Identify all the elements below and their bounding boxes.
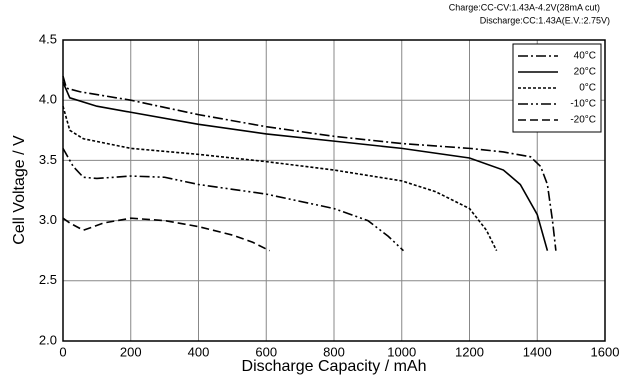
y-tick-label: 4.0 [39, 92, 57, 107]
x-axis-label: Discharge Capacity / mAh [242, 358, 427, 375]
legend-label: 0°C [579, 83, 596, 94]
series-line [62, 106, 498, 252]
x-tick-label: 800 [323, 344, 345, 359]
legend-label: -10°C [570, 99, 596, 110]
x-tick-label: 1600 [591, 344, 620, 359]
series-line [62, 217, 270, 252]
legend-label: 20°C [574, 67, 596, 78]
y-tick-label: 4.5 [39, 31, 57, 46]
x-tick-label: 0 [59, 344, 66, 359]
annotation: Discharge:CC:1.43A(E.V.:2.75V) [480, 15, 610, 25]
legend-label: 40°C [574, 51, 596, 62]
plot-frame [62, 39, 606, 342]
y-tick-label: 3.0 [39, 212, 57, 227]
legend-box [512, 43, 602, 133]
legend-label: -20°C [570, 115, 596, 126]
annotation: Charge:CC-CV:1.43A-4.2V(28mA cut) [449, 2, 600, 12]
x-tick-label: 400 [188, 344, 210, 359]
series-line [62, 75, 557, 251]
series-line [62, 147, 404, 252]
y-axis-label: Cell Voltage / V [11, 135, 28, 245]
y-tick-label: 2.5 [39, 272, 57, 287]
x-tick-label: 1000 [387, 344, 416, 359]
y-tick-label: 3.5 [39, 152, 57, 167]
x-tick-label: 600 [255, 344, 277, 359]
series-line [62, 81, 549, 251]
x-tick-label: 1200 [455, 344, 484, 359]
x-tick-label: 1400 [523, 344, 552, 359]
x-tick-label: 200 [120, 344, 142, 359]
y-tick-label: 2.0 [39, 332, 57, 347]
